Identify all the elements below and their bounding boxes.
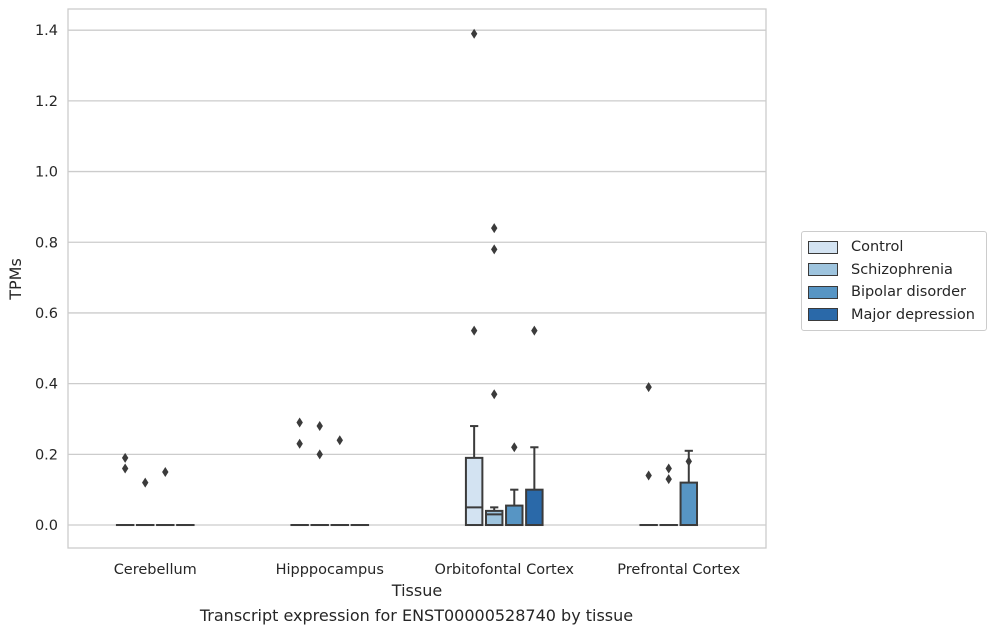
legend-swatch <box>808 263 838 277</box>
legend-swatch <box>808 240 838 254</box>
outlier-point <box>296 417 303 428</box>
outlier-point <box>645 382 652 393</box>
plot-frame <box>67 8 767 549</box>
outlier-point <box>511 442 518 453</box>
box <box>464 456 484 527</box>
outlier-point <box>316 449 323 460</box>
legend-item: Control <box>802 236 986 259</box>
outlier-point <box>296 438 303 449</box>
legend-swatch <box>808 308 838 322</box>
outlier-point <box>491 244 498 255</box>
x-tick-label: Orbitofontal Cortex <box>435 562 575 578</box>
legend-swatch <box>808 285 838 299</box>
y-tick-label: 1.4 <box>35 23 58 39</box>
outlier-point <box>491 223 498 234</box>
y-tick-label: 1.2 <box>35 94 58 110</box>
outlier-point <box>665 463 672 474</box>
box-0-2 <box>464 425 484 527</box>
outlier-point <box>645 470 652 481</box>
y-tick-label: 0.6 <box>35 306 58 322</box>
y-tick-label: 0.0 <box>35 518 58 534</box>
outlier-point <box>121 452 129 463</box>
legend-label: Major depression <box>851 306 975 323</box>
legend-item: Bipolar disorder <box>802 281 986 304</box>
x-axis-label: Tissue <box>391 581 442 600</box>
outlier-point <box>470 28 478 39</box>
box <box>505 504 524 527</box>
outlier-point <box>316 421 323 432</box>
x-tick-label: Cerebellum <box>114 562 197 578</box>
chart-caption: Transcript expression for ENST0000052874… <box>199 606 634 625</box>
outlier-point <box>162 467 169 478</box>
box <box>679 481 699 527</box>
x-tick-label: Prefrontal Cortex <box>617 562 740 578</box>
y-tick-label: 1.0 <box>35 165 58 181</box>
plot-area <box>68 9 766 548</box>
box <box>525 488 544 527</box>
x-tick-label: Hipppocampus <box>276 562 384 578</box>
y-tick-label: 0.4 <box>35 377 58 393</box>
box-1-2 <box>484 506 504 527</box>
box-3-2 <box>525 446 544 527</box>
outlier-point <box>665 474 672 485</box>
legend-item: Major depression <box>802 304 986 327</box>
outlier-point <box>685 456 692 467</box>
box-2-3 <box>679 449 699 527</box>
y-tick-label: 0.8 <box>35 235 58 251</box>
box <box>484 509 504 527</box>
outlier-point <box>121 463 129 474</box>
outlier-point <box>336 435 343 446</box>
legend-label: Control <box>851 239 904 256</box>
legend: Control Schizophrenia Bipolar disorder Majo… <box>801 231 987 331</box>
legend-item: Schizophrenia <box>802 259 986 282</box>
outlier-point <box>491 389 498 400</box>
legend-label: Bipolar disorder <box>851 284 966 301</box>
y-axis-label: TPMs <box>6 258 25 301</box>
outlier-point <box>531 325 538 336</box>
outlier-point <box>142 477 149 488</box>
outlier-point <box>470 325 478 336</box>
legend-label: Schizophrenia <box>851 261 953 278</box>
y-tick-label: 0.2 <box>35 447 58 463</box>
box-2-2 <box>505 488 524 527</box>
